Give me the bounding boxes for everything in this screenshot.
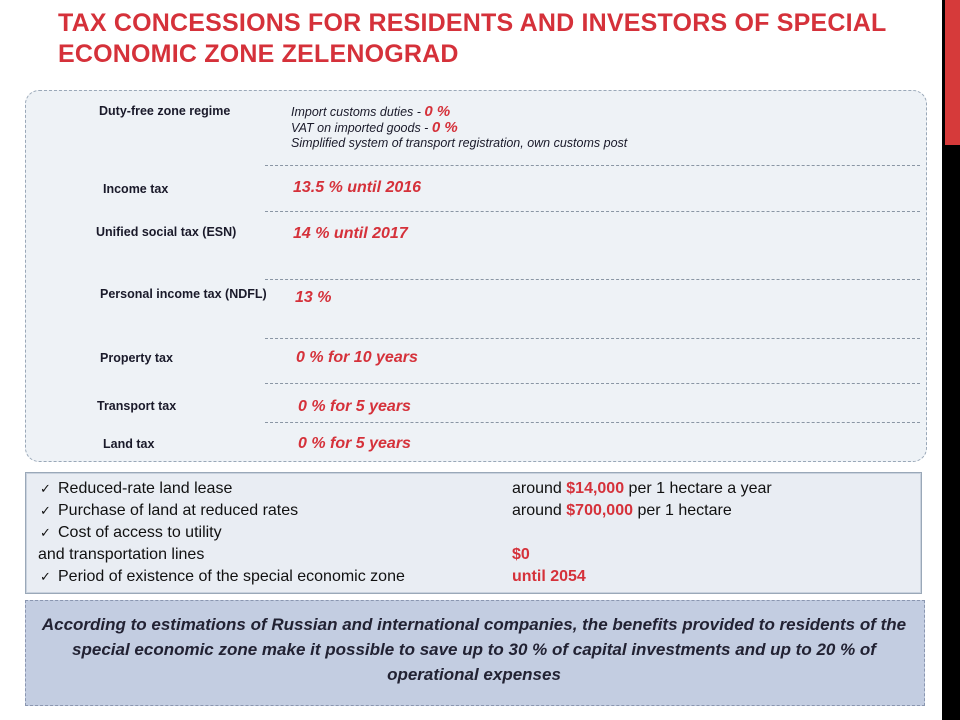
side-accent [945, 0, 960, 145]
benefit-value: until 2054 [512, 567, 586, 586]
benefit-value-amount: $14,000 [566, 480, 625, 497]
page-title: TAX CONCESSIONS FOR RESIDENTS AND INVEST… [58, 9, 887, 68]
benefits-panel [25, 472, 922, 594]
benefit-value-amount: until 2054 [512, 568, 586, 585]
benefit-value-amount: $700,000 [566, 502, 633, 519]
row-divider [265, 165, 920, 166]
benefit-label: Cost of access to utility [58, 524, 222, 541]
benefit-label: Purchase of land at reduced rates [58, 502, 299, 519]
benefit-value-suffix: per 1 hectare [633, 502, 732, 519]
transport-tax-label: Transport tax [97, 399, 177, 413]
conclusion-panel [25, 600, 925, 706]
check-icon: ✓ [40, 570, 51, 585]
benefit-item: ✓ Purchase of land at reduced rates [40, 501, 298, 521]
benefit-value-suffix: per 1 hectare a year [624, 480, 772, 497]
row-divider [265, 338, 920, 339]
check-icon: ✓ [40, 526, 51, 541]
ndfl-label: Personal income tax (NDFL) [100, 287, 267, 301]
benefit-value-prefix: around [512, 502, 567, 519]
customs-text: Simplified system of transport registrat… [291, 136, 628, 150]
property-tax-value: 0 % for 10 years [296, 349, 418, 366]
income-tax-label: Income tax [103, 182, 169, 196]
import-duties-text: Import customs duties - [291, 105, 425, 119]
esn-label: Unified social tax (ESN) [96, 225, 237, 239]
row-divider [265, 279, 920, 280]
duty-free-details: Import customs duties - 0 % VAT on impor… [291, 104, 851, 151]
benefit-item: ✓ Period of existence of the special econ… [40, 567, 405, 587]
import-duties-value: 0 % [424, 103, 451, 120]
benefit-label: Period of existence of the special econo… [58, 568, 405, 585]
esn-value: 14 % until 2017 [293, 225, 408, 242]
row-divider [265, 383, 920, 384]
side-bar [942, 0, 960, 720]
benefit-item: ✓ Cost of access to utility [40, 523, 222, 543]
benefit-value-prefix: around [512, 480, 567, 497]
transport-tax-value: 0 % for 5 years [298, 398, 411, 415]
check-icon: ✓ [40, 482, 51, 497]
land-tax-value: 0 % for 5 years [298, 435, 411, 452]
tax-panel [25, 90, 927, 462]
row-divider [265, 211, 920, 212]
income-tax-value: 13.5 % until 2016 [293, 179, 422, 196]
row-divider [265, 422, 920, 423]
conclusion-text: According to estimations of Russian and … [41, 615, 907, 684]
vat-text: VAT on imported goods - [291, 121, 432, 135]
check-icon: ✓ [40, 504, 51, 519]
benefit-value-amount: $0 [512, 546, 530, 563]
benefit-value: around $700,000 per 1 hectare [512, 501, 732, 520]
benefit-value: around $14,000 per 1 hectare a year [512, 479, 772, 498]
land-tax-label: Land tax [103, 437, 155, 451]
property-tax-label: Property tax [100, 351, 173, 365]
benefit-label-continued: and transportation lines [38, 546, 205, 563]
benefit-value: $0 [512, 545, 530, 564]
ndfl-value: 13 % [295, 289, 332, 306]
benefit-item: ✓ Reduced-rate land lease [40, 479, 232, 499]
duty-free-label: Duty-free zone regime [99, 104, 231, 118]
vat-value: 0 % [431, 119, 458, 136]
benefit-label: Reduced-rate land lease [58, 480, 233, 497]
